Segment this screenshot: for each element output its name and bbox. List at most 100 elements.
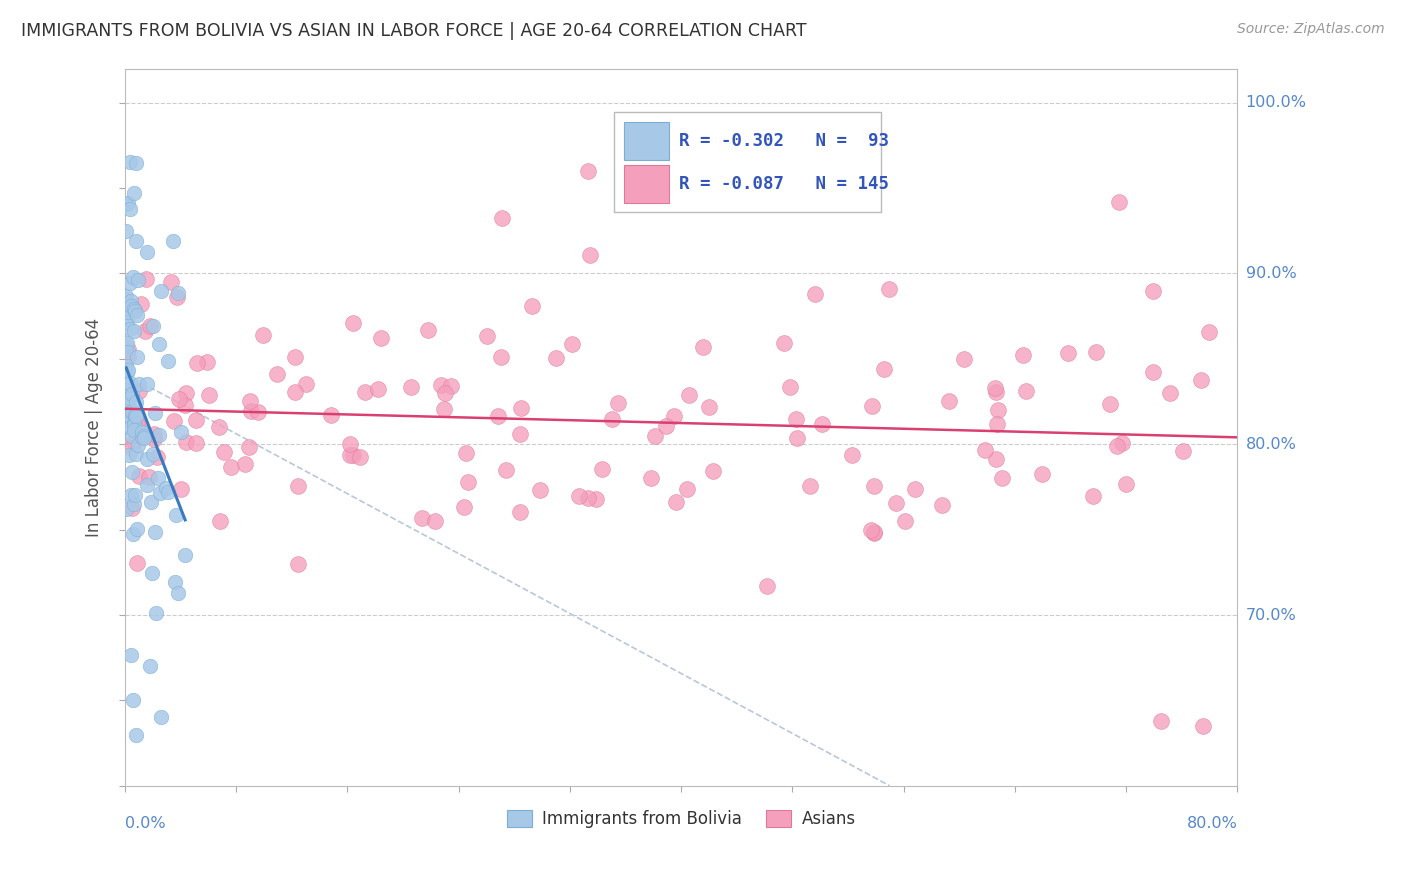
FancyBboxPatch shape <box>624 165 669 203</box>
Point <box>522 299 544 313</box>
Point <box>162 235 184 249</box>
Point <box>453 500 475 514</box>
Point <box>128 469 150 483</box>
Point <box>953 352 976 367</box>
Text: 100.0%: 100.0% <box>1246 95 1306 111</box>
Text: 90.0%: 90.0% <box>1246 266 1296 281</box>
Point <box>342 316 364 330</box>
Point <box>125 156 148 170</box>
Point <box>1173 444 1195 458</box>
Point <box>779 380 801 394</box>
Point <box>142 427 165 442</box>
Point <box>212 444 235 458</box>
Point <box>121 404 143 418</box>
Point <box>145 606 167 620</box>
Point <box>117 365 139 379</box>
Point <box>121 465 143 479</box>
Point <box>120 404 142 418</box>
Point <box>894 514 917 528</box>
Point <box>991 471 1014 485</box>
Point <box>115 338 138 352</box>
Point <box>115 288 138 302</box>
Point <box>150 284 173 298</box>
Point <box>339 437 361 451</box>
Point <box>131 425 153 439</box>
Point <box>118 448 141 462</box>
Point <box>984 384 1007 399</box>
Point <box>342 448 364 462</box>
Point <box>578 491 600 505</box>
Point <box>606 395 628 409</box>
Point <box>117 305 139 319</box>
Point <box>118 202 141 216</box>
Point <box>1191 719 1213 733</box>
Point <box>117 350 139 364</box>
Point <box>122 497 145 511</box>
Point <box>117 378 139 392</box>
Point <box>121 429 143 443</box>
Point <box>125 523 148 537</box>
Point <box>367 382 389 396</box>
Point <box>495 463 517 477</box>
Point <box>430 378 453 392</box>
Point <box>773 336 796 351</box>
Point <box>165 508 187 523</box>
Point <box>167 585 190 599</box>
Point <box>115 314 138 328</box>
Point <box>115 197 138 211</box>
Point <box>1150 714 1173 728</box>
Point <box>124 488 146 502</box>
Point <box>148 336 170 351</box>
Point <box>755 579 778 593</box>
Point <box>174 435 197 450</box>
Point <box>124 186 146 200</box>
Point <box>120 293 142 308</box>
Point <box>974 442 997 457</box>
Point <box>786 431 808 445</box>
Text: IMMIGRANTS FROM BOLIVIA VS ASIAN IN LABOR FORCE | AGE 20-64 CORRELATION CHART: IMMIGRANTS FROM BOLIVIA VS ASIAN IN LABO… <box>21 22 807 40</box>
Point <box>247 405 270 419</box>
Point <box>644 428 666 442</box>
Point <box>457 475 479 489</box>
Point <box>121 500 143 515</box>
Point <box>862 524 884 539</box>
Point <box>143 406 166 420</box>
Point <box>170 425 193 439</box>
Point <box>148 470 170 484</box>
Point <box>284 384 307 399</box>
Point <box>115 378 138 392</box>
Point <box>134 432 156 446</box>
Point <box>433 402 456 417</box>
Point <box>129 297 152 311</box>
Point <box>294 376 316 391</box>
Point <box>678 388 700 402</box>
Point <box>135 452 157 467</box>
Point <box>208 420 231 434</box>
Point <box>127 438 149 452</box>
Point <box>561 337 583 351</box>
Point <box>1189 373 1212 387</box>
Point <box>143 433 166 447</box>
Text: 70.0%: 70.0% <box>1246 607 1296 623</box>
Point <box>440 378 463 392</box>
Point <box>339 449 361 463</box>
Point <box>115 292 138 306</box>
Point <box>132 429 155 443</box>
Text: 80.0%: 80.0% <box>1246 437 1296 451</box>
Point <box>148 428 170 442</box>
Point <box>163 414 186 428</box>
Point <box>174 549 197 563</box>
Point <box>655 419 678 434</box>
Point <box>141 566 163 581</box>
Point <box>1111 435 1133 450</box>
Point <box>117 196 139 211</box>
Point <box>198 388 221 402</box>
Point <box>122 693 145 707</box>
Point <box>117 363 139 377</box>
Point <box>125 234 148 248</box>
FancyBboxPatch shape <box>614 112 882 212</box>
Point <box>1081 489 1104 503</box>
Point <box>454 446 477 460</box>
Point <box>931 498 953 512</box>
Point <box>697 401 720 415</box>
